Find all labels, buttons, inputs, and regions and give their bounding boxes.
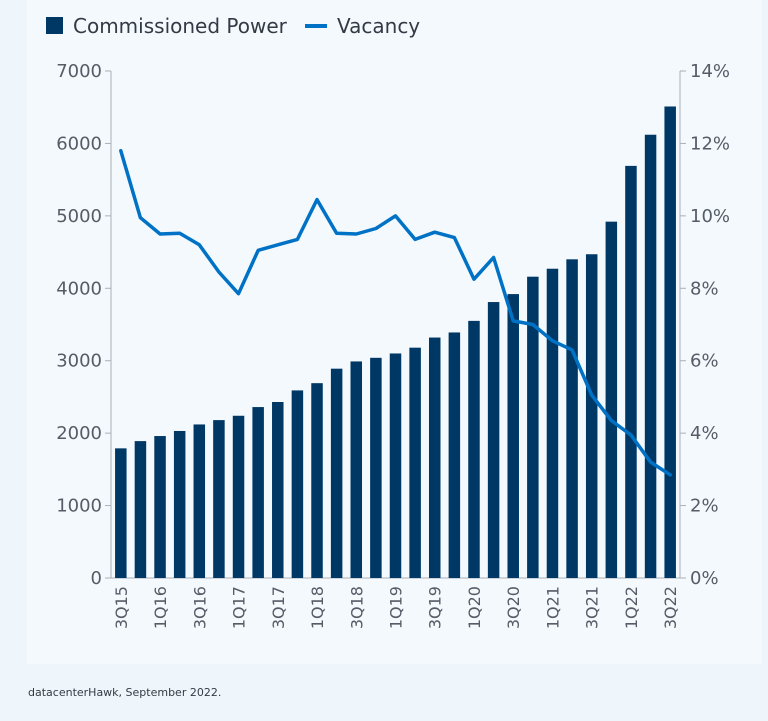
bar bbox=[370, 357, 382, 578]
x-tick-label: 1Q18 bbox=[308, 586, 327, 629]
bar bbox=[115, 448, 127, 578]
bar bbox=[487, 302, 500, 578]
left-tick-label: 6000 bbox=[56, 133, 102, 154]
bar bbox=[448, 332, 461, 578]
bar bbox=[350, 361, 363, 578]
legend: Commissioned Power Vacancy bbox=[46, 14, 420, 38]
left-tick-label: 5000 bbox=[56, 206, 102, 227]
x-tick-label: 1Q17 bbox=[230, 586, 249, 629]
x-tick-label: 3Q17 bbox=[269, 586, 288, 629]
bar bbox=[272, 401, 284, 578]
bar bbox=[330, 368, 343, 578]
bar bbox=[409, 347, 421, 578]
right-tick-label: 14% bbox=[690, 61, 730, 82]
bar bbox=[311, 383, 323, 578]
x-tick-label: 1Q21 bbox=[543, 586, 562, 629]
bar bbox=[585, 254, 598, 578]
bar bbox=[546, 268, 559, 578]
left-tick-label: 7000 bbox=[56, 61, 102, 82]
left-tick-label: 1000 bbox=[56, 496, 102, 517]
left-tick-label: 3000 bbox=[56, 351, 102, 372]
x-tick-label: 3Q16 bbox=[190, 586, 209, 629]
right-tick-label: 10% bbox=[690, 206, 730, 227]
line-series bbox=[119, 148, 672, 477]
bar bbox=[664, 106, 676, 579]
x-tick-label: 1Q22 bbox=[622, 586, 641, 629]
right-tick-label: 12% bbox=[690, 133, 730, 154]
bar bbox=[173, 430, 186, 578]
x-tick-labels: 3Q15 1Q16 3Q16 1Q17 3Q17 1Q18 3Q18 1Q19 3Q19 1Q20… bbox=[112, 586, 680, 629]
x-tick-label: 1Q19 bbox=[387, 586, 406, 629]
bar bbox=[644, 134, 657, 579]
bar bbox=[252, 407, 264, 578]
chart-svg: Commissioned Power Vacancy 0 1000 2000 3000 4… bbox=[46, 14, 730, 629]
right-tick-label: 4% bbox=[690, 423, 719, 444]
bar-series bbox=[115, 106, 676, 579]
bar bbox=[428, 337, 441, 578]
right-tick-label: 8% bbox=[690, 278, 719, 299]
left-tick-label: 4000 bbox=[56, 278, 102, 299]
bar bbox=[213, 420, 225, 578]
left-tick-label: 2000 bbox=[56, 423, 102, 444]
bar bbox=[468, 320, 480, 578]
x-tick-label: 3Q20 bbox=[504, 586, 523, 629]
x-tick-label: 1Q20 bbox=[465, 586, 484, 629]
bar bbox=[605, 221, 618, 578]
bar bbox=[625, 165, 637, 579]
x-tick-label: 1Q16 bbox=[151, 586, 170, 629]
right-tick-label: 6% bbox=[690, 351, 719, 372]
x-tick-label: 3Q22 bbox=[661, 586, 680, 629]
right-tick-label: 0% bbox=[690, 568, 719, 589]
axes: 0 1000 2000 3000 4000 5000 6000 7000 0% 2% 4% 6% 8% 1… bbox=[56, 61, 730, 589]
bar bbox=[507, 294, 519, 578]
bar bbox=[291, 390, 304, 578]
bar bbox=[134, 441, 147, 578]
bar bbox=[232, 415, 245, 578]
chart-panel: Commissioned Power Vacancy 0 1000 2000 3000 4… bbox=[27, 0, 762, 664]
bar bbox=[154, 436, 166, 578]
legend-label-vacancy: Vacancy bbox=[337, 14, 420, 38]
legend-label-commissioned-power: Commissioned Power bbox=[73, 14, 288, 38]
left-tick-label: 0 bbox=[91, 568, 102, 589]
bar bbox=[193, 424, 206, 578]
x-tick-label: 3Q21 bbox=[583, 586, 602, 629]
bar bbox=[566, 259, 578, 578]
source-note: datacenterHawk, September 2022. bbox=[28, 686, 222, 699]
x-tick-label: 3Q19 bbox=[426, 586, 445, 629]
x-tick-label: 3Q15 bbox=[112, 586, 131, 629]
bar bbox=[527, 276, 539, 578]
legend-swatch-commissioned-power bbox=[46, 17, 63, 34]
x-tick-label: 3Q18 bbox=[347, 586, 366, 629]
right-tick-label: 2% bbox=[690, 496, 719, 517]
bar bbox=[389, 353, 402, 578]
